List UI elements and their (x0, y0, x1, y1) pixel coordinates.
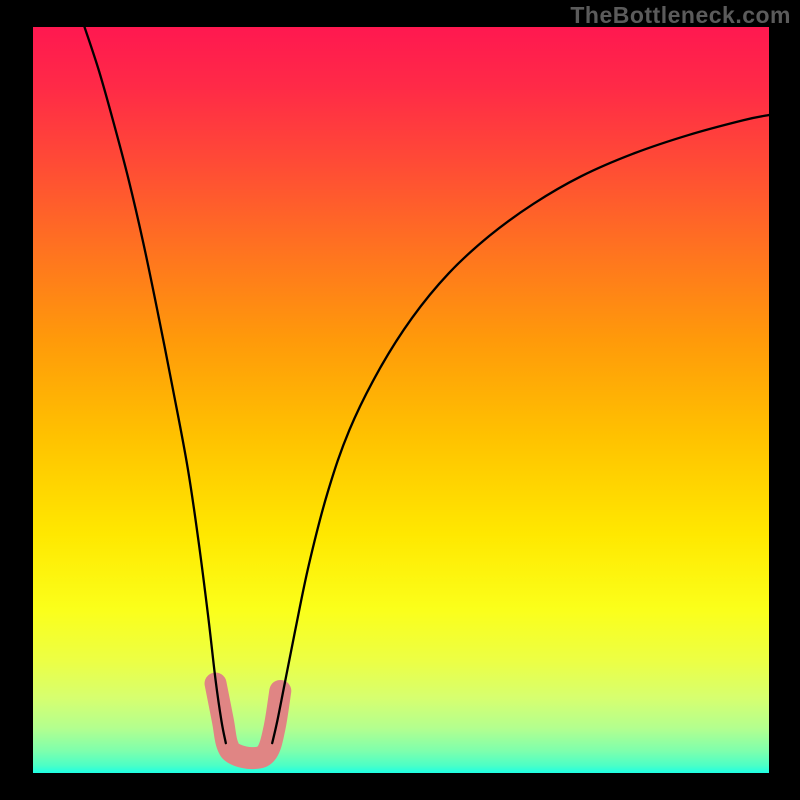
chart-frame: TheBottleneck.com (0, 0, 800, 800)
bottleneck-highlight-segment (216, 683, 281, 758)
curve-right-branch (272, 115, 769, 743)
curve-left-branch (85, 27, 226, 743)
watermark-text: TheBottleneck.com (570, 2, 791, 29)
curves-svg (33, 27, 769, 773)
plot-area (33, 27, 769, 773)
